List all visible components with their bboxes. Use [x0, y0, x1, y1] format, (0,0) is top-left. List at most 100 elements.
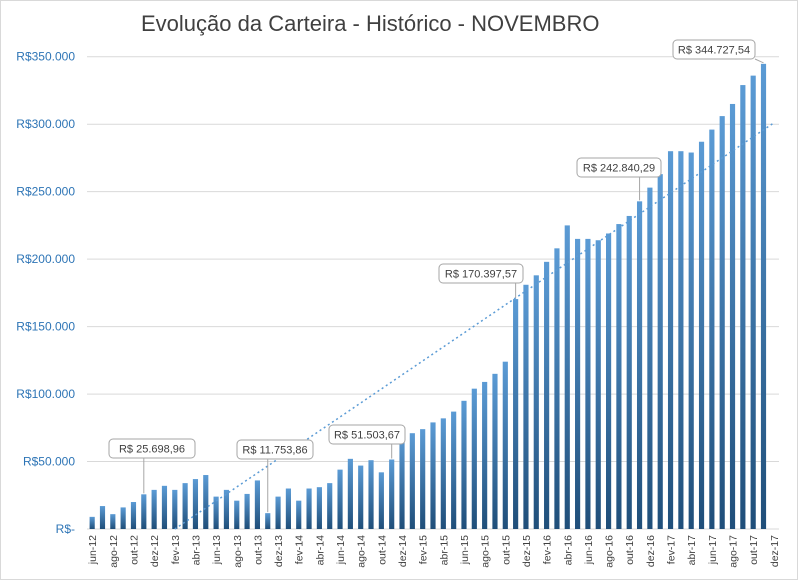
- x-tick-label: out-15: [500, 535, 512, 565]
- x-tick-label: dez-12: [149, 535, 161, 567]
- bar: [151, 489, 157, 529]
- callout-box: [236, 439, 314, 460]
- bar: [760, 63, 767, 529]
- bar: [172, 489, 178, 529]
- x-tick-label: out-14: [376, 535, 388, 565]
- bar: [461, 400, 467, 529]
- bar: [740, 85, 746, 529]
- data-label: R$ 242.840,29: [583, 163, 655, 175]
- callout-box: [108, 438, 196, 459]
- x-tick-label: out-12: [128, 535, 140, 565]
- y-tick-label: R$200.000: [16, 252, 75, 266]
- bar: [667, 151, 674, 530]
- bar: [482, 381, 488, 529]
- y-tick-label: R$350.000: [16, 50, 75, 64]
- bar: [89, 516, 95, 529]
- x-tick-label: fev-14: [294, 535, 306, 564]
- x-tick-label: ago-12: [108, 535, 120, 568]
- y-tick-label: R$50.000: [23, 455, 75, 469]
- data-label: R$ 11.753,86: [242, 445, 307, 457]
- bar: [223, 489, 230, 529]
- bar: [389, 459, 395, 529]
- bar: [234, 500, 240, 529]
- bar: [182, 483, 188, 529]
- callout-leader: [754, 58, 764, 64]
- bar: [471, 388, 477, 529]
- x-tick-label: fev-15: [418, 535, 430, 564]
- bar: [523, 284, 529, 529]
- x-tick-label: out-16: [624, 535, 636, 565]
- bar: [451, 411, 457, 529]
- x-tick-label: out-17: [748, 535, 760, 565]
- x-tick-label: dez-15: [521, 535, 533, 567]
- bar: [285, 488, 291, 529]
- bar: [575, 238, 581, 530]
- callout-box: [438, 263, 524, 284]
- x-tick-label: jun-12: [87, 535, 99, 565]
- bar: [244, 493, 250, 529]
- bar: [358, 465, 364, 529]
- bar: [440, 418, 446, 529]
- bar: [729, 103, 736, 530]
- x-tick-label: ago-13: [232, 535, 244, 568]
- bar: [430, 422, 436, 529]
- bar: [254, 480, 260, 529]
- x-tick-label: dez-14: [397, 535, 409, 567]
- x-tick-label: dez-17: [769, 535, 781, 567]
- bar: [636, 201, 643, 529]
- bar: [265, 513, 271, 529]
- bar: [296, 500, 302, 529]
- bar: [750, 75, 756, 530]
- bar: [110, 514, 116, 529]
- x-tick-label: abr-13: [190, 535, 202, 566]
- bar: [420, 429, 426, 529]
- x-tick-label: fev-17: [666, 535, 678, 564]
- bar: [564, 225, 570, 529]
- bar: [647, 187, 653, 530]
- bar: [306, 488, 312, 529]
- bar: [378, 472, 384, 529]
- bar: [141, 494, 147, 529]
- bar: [99, 506, 106, 529]
- bar: [678, 151, 684, 530]
- x-tick-label: ago-16: [604, 535, 616, 568]
- bar: [554, 248, 560, 529]
- callout-box: [576, 157, 662, 178]
- bar: [698, 141, 705, 529]
- y-tick-label: R$250.000: [16, 185, 75, 199]
- bar: [502, 361, 508, 529]
- bar: [327, 483, 333, 529]
- y-tick-label: R$100.000: [16, 387, 75, 401]
- bar: [203, 475, 209, 529]
- x-tick-label: dez-13: [273, 535, 285, 567]
- bar: [130, 502, 137, 529]
- x-tick-label: abr-17: [686, 535, 698, 566]
- bar: [626, 215, 632, 530]
- data-label: R$ 51.503,67: [334, 430, 400, 442]
- x-tick-label: fev-13: [170, 535, 182, 564]
- x-tick-label: jun-14: [335, 535, 347, 565]
- x-tick-label: jun-15: [459, 535, 471, 565]
- x-tick-label: dez-16: [645, 535, 657, 567]
- chart-title: Evolução da Carteira - Histórico - NOVEM…: [141, 11, 600, 36]
- x-tick-label: abr-14: [314, 535, 326, 566]
- callout-box: [328, 424, 406, 445]
- bar: [316, 487, 322, 529]
- bar: [513, 299, 519, 529]
- x-tick-label: jun-13: [211, 535, 223, 565]
- y-tick-label: R$300.000: [16, 117, 75, 131]
- bar: [585, 238, 591, 530]
- bar: [533, 275, 539, 529]
- bar: [337, 469, 343, 529]
- bar: [616, 224, 622, 529]
- x-tick-label: abr-16: [562, 535, 574, 566]
- callout-box: [672, 39, 756, 60]
- bar: [719, 116, 725, 529]
- x-tick-label: out-13: [252, 535, 264, 565]
- bar: [606, 233, 612, 529]
- bar: [161, 485, 168, 529]
- bar: [120, 507, 126, 529]
- trendline: [174, 122, 775, 530]
